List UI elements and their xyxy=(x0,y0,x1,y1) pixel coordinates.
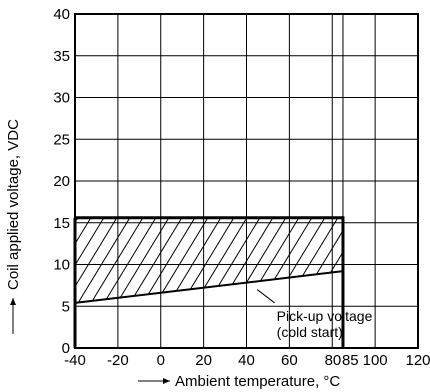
hatch-line xyxy=(240,217,312,303)
hatch-line xyxy=(201,217,273,303)
hatch-line xyxy=(305,217,343,303)
hatch-line xyxy=(75,217,117,303)
y-tick-label: 10 xyxy=(53,257,70,274)
y-tick-label: 30 xyxy=(53,90,70,107)
annotation-text: Pick-up voltage xyxy=(277,308,373,324)
pickup-voltage-line xyxy=(74,270,344,304)
y-axis-arrow-head xyxy=(10,298,16,305)
grid xyxy=(75,14,418,348)
annotation-leader xyxy=(256,289,275,304)
x-tick-label: 100 xyxy=(363,352,388,369)
y-tick-label: 40 xyxy=(53,6,70,23)
x-axis-arrow-head xyxy=(163,378,170,384)
x-tick-label: 40 xyxy=(238,352,255,369)
x-tick-label: 120 xyxy=(405,352,430,369)
x-tick-label: -20 xyxy=(107,352,129,369)
y-tick-label: 0 xyxy=(62,340,70,357)
hatch-line xyxy=(162,217,234,303)
x-axis-title: Ambient temperature, °C xyxy=(175,373,340,390)
hatch-line xyxy=(279,217,343,303)
hatch-line xyxy=(397,198,430,313)
x-tick-label: 0 xyxy=(157,352,165,369)
x-tick-label: 20 xyxy=(195,352,212,369)
hatch-line xyxy=(136,217,208,303)
hatch-line xyxy=(110,217,182,303)
plot-frame xyxy=(74,13,419,349)
x-tick-label: -40 xyxy=(64,352,86,369)
axes xyxy=(10,13,419,384)
hatch-line xyxy=(318,217,343,303)
hatch-line xyxy=(384,198,430,313)
hatch-line xyxy=(123,217,195,303)
y-tick-label: 20 xyxy=(53,173,70,190)
hatch-line xyxy=(345,198,415,313)
hatch-line xyxy=(75,217,130,303)
hatch-line xyxy=(175,217,247,303)
hatch-line xyxy=(75,217,143,303)
hatch-line xyxy=(97,217,169,303)
hatch-line xyxy=(371,198,430,313)
hatch-line xyxy=(266,217,338,303)
hatch-line xyxy=(410,198,430,313)
hatch-line xyxy=(423,198,430,313)
y-tick-label: 25 xyxy=(53,131,70,148)
x-tick-label: 80 xyxy=(325,352,342,369)
hatch-line xyxy=(292,217,343,303)
y-tick-label: 35 xyxy=(53,48,70,65)
x-tick-label: 85 xyxy=(342,352,359,369)
labels: Ambient temperature, °C Coil applied vol… xyxy=(5,6,430,390)
annotation-text: (cold start) xyxy=(277,324,343,340)
hatch-line xyxy=(214,217,286,303)
y-axis-title: Coil applied voltage, VDC xyxy=(5,119,22,290)
hatch-line xyxy=(188,217,260,303)
y-tick-label: 15 xyxy=(53,215,70,232)
hatch-line xyxy=(227,217,299,303)
hatch-line xyxy=(84,217,156,303)
y-tick-label: 5 xyxy=(62,298,70,315)
x-tick-label: 60 xyxy=(281,352,298,369)
